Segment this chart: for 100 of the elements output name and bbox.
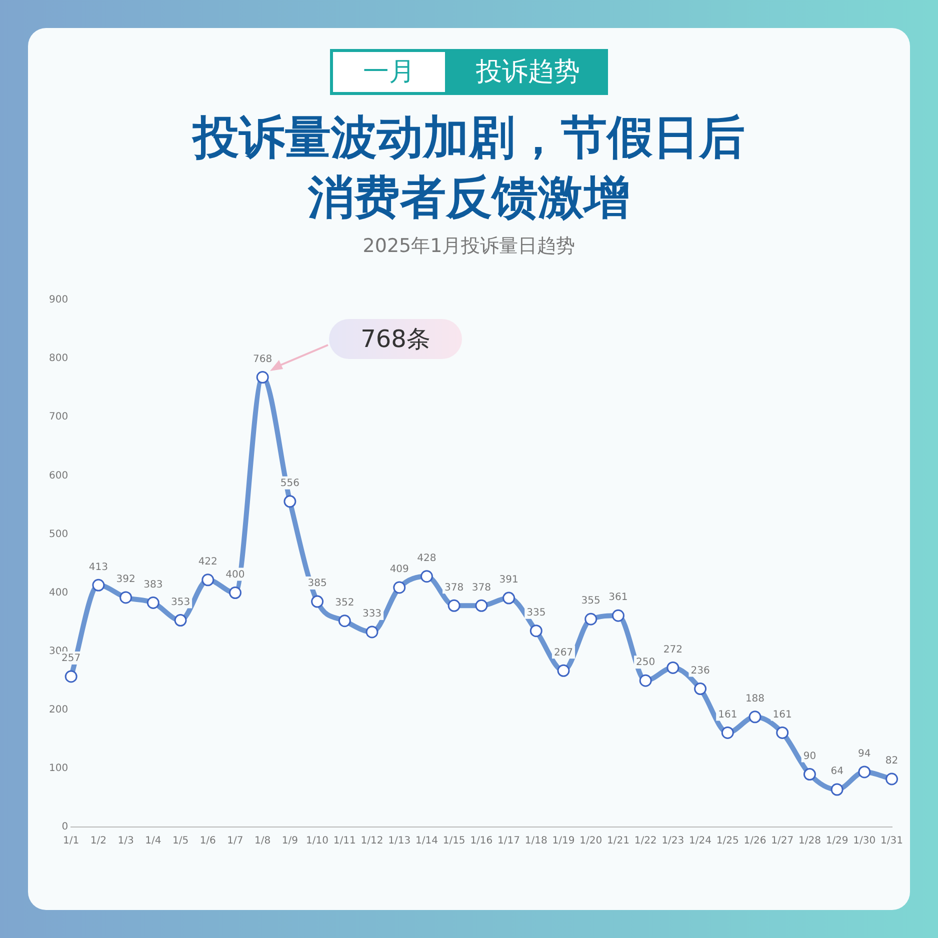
data-label: 768 (253, 354, 272, 365)
data-label: 64 (830, 766, 844, 778)
data-label: 428 (417, 552, 436, 564)
point (92, 578, 105, 592)
x-tick-label: 1/29 (826, 836, 848, 847)
point (448, 599, 460, 612)
x-tick-label: 1/9 (282, 836, 298, 847)
x-tick-label: 1/12 (360, 836, 384, 847)
point (420, 570, 433, 583)
point (502, 592, 516, 604)
point (311, 595, 324, 608)
x-tick-label: 1/5 (172, 836, 189, 847)
point (666, 661, 680, 674)
point (612, 609, 624, 622)
data-label: 352 (335, 597, 354, 608)
point (228, 586, 242, 600)
point (721, 726, 734, 739)
data-label: 378 (444, 582, 464, 594)
point (584, 612, 598, 626)
x-tick-label: 1/6 (200, 836, 216, 847)
data-label: 378 (472, 582, 491, 594)
data-label: 272 (663, 644, 682, 656)
x-tick-label: 1/3 (118, 836, 134, 847)
point (776, 726, 789, 739)
x-tick-label: 1/2 (90, 836, 106, 847)
data-label: 385 (308, 578, 327, 590)
data-label: 90 (803, 750, 816, 762)
text: 投诉趋势 (448, 49, 608, 95)
x-tick-label: 1/28 (798, 836, 821, 847)
x-tick-label: 1/21 (606, 836, 630, 847)
data-label: 361 (608, 592, 628, 604)
data-label: 392 (116, 574, 136, 586)
point (202, 574, 214, 586)
y-tick-label: 900 (48, 294, 68, 306)
x-tick-label: 1/11 (333, 836, 356, 847)
data-label: 391 (499, 574, 518, 586)
x-tick-label: 1/18 (524, 836, 548, 847)
y-tick-label: 500 (48, 528, 68, 540)
x-tick-label: 1/17 (498, 836, 520, 847)
data-label: 161 (718, 709, 738, 720)
x-tick-label: 1/4 (145, 836, 162, 847)
chart-title: 投诉量波动加剧，节假日后消费者反馈激增 (190, 109, 746, 226)
y-tick-label: 600 (48, 470, 68, 482)
data-label: 82 (885, 756, 898, 767)
x-tick-label: 1/27 (771, 836, 794, 847)
point (174, 614, 187, 627)
data-label: 353 (170, 596, 190, 608)
chart-subtitle: 2025年1月投诉量日趋势 (362, 234, 576, 259)
data-label: 333 (362, 608, 382, 620)
data-label: 267 (554, 647, 574, 658)
y-tick-label: 0 (62, 822, 68, 833)
point (748, 710, 762, 724)
data-label: 355 (581, 596, 600, 607)
x-tick-label: 1/22 (634, 836, 657, 847)
y-tick-label: 700 (48, 412, 68, 423)
point (146, 596, 160, 609)
point (803, 768, 816, 781)
y-tick-label: 800 (48, 353, 68, 364)
point (557, 664, 570, 677)
x-tick-label: 1/8 (254, 836, 271, 847)
data-label: 161 (772, 709, 792, 720)
data-label: 383 (144, 579, 163, 590)
x-tick-label: 1/26 (744, 836, 766, 847)
x-tick-label: 1/10 (306, 836, 329, 847)
data-label: 188 (745, 694, 765, 705)
data-label: 94 (858, 748, 871, 760)
y-tick-label: 400 (48, 587, 68, 598)
y-tick-label: 100 (48, 763, 68, 774)
x-tick-label: 1/19 (552, 836, 575, 847)
y-tick-label: 200 (48, 704, 68, 716)
point (338, 614, 351, 628)
x-tick-label: 1/14 (415, 836, 438, 847)
point (366, 626, 378, 638)
point (530, 624, 542, 638)
x-tick-label: 1/15 (442, 836, 466, 847)
x-tick-label: 1/24 (689, 836, 712, 847)
x-tick-label: 1/23 (662, 836, 684, 847)
point (639, 674, 652, 687)
point (830, 783, 844, 796)
data-label: 257 (62, 653, 81, 664)
point (120, 591, 132, 604)
point (64, 670, 78, 683)
data-label: 335 (526, 607, 546, 618)
data-label: 400 (226, 569, 245, 580)
point (393, 581, 406, 594)
data-label: 422 (198, 556, 218, 568)
data-label: 556 (280, 478, 300, 490)
x-tick-label: 1/13 (388, 836, 411, 847)
data-label: 409 (390, 564, 409, 576)
x-tick-label: 1/7 (227, 836, 244, 847)
x-tick-label: 1/1 (63, 836, 80, 847)
data-label: 413 (88, 562, 108, 573)
annotation: 768条 (328, 319, 462, 360)
point (256, 371, 269, 384)
point (694, 682, 707, 696)
x-tick-label: 1/20 (580, 836, 602, 847)
point (284, 495, 296, 508)
x-tick-label: 1/25 (716, 836, 739, 847)
x-tick-label: 1/16 (470, 836, 493, 847)
x-tick-label: 1/30 (853, 836, 876, 847)
